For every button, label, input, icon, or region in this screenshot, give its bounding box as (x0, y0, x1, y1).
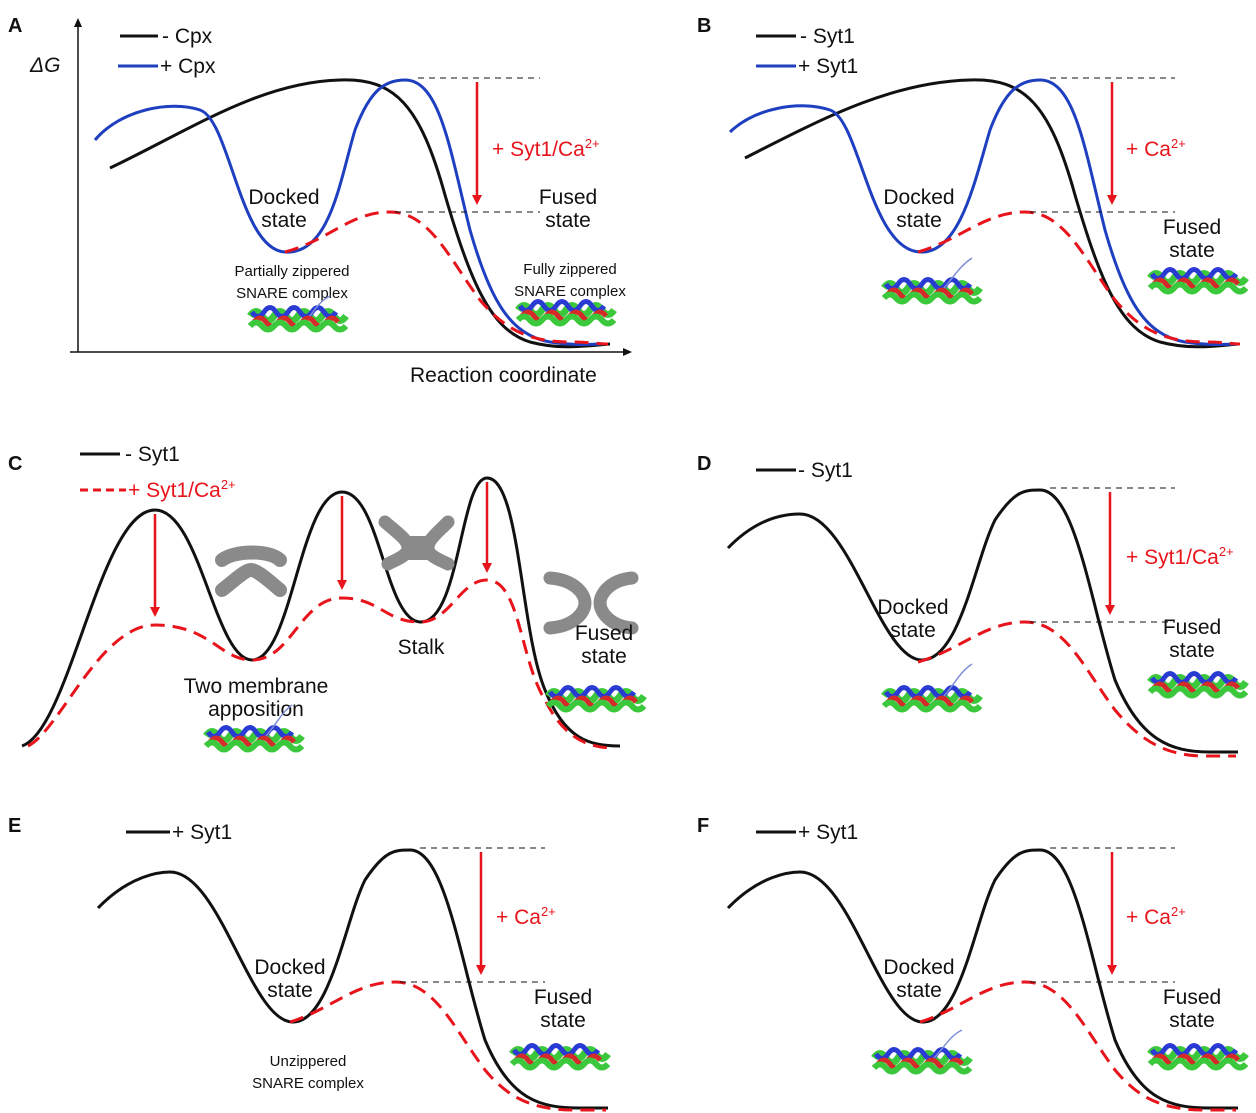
panel-a: A ΔG Reaction coordinate - Cpx + Cpx + S… (8, 15, 632, 387)
docked-state-label-2: state (267, 979, 313, 1002)
snare-tail-icon (265, 704, 293, 737)
curve-plus-syt1-ca (284, 210, 609, 346)
fused-state-label-2: state (540, 1009, 586, 1032)
snare-full-icon (548, 688, 644, 710)
panel-f: F + Syt1 + Ca2+ Docked state Fused state (697, 815, 1246, 1112)
panel-d-letter: D (697, 453, 711, 475)
stalk-label: Stalk (398, 636, 445, 659)
legend-label-minus-cpx: - Cpx (162, 25, 213, 48)
snare-full-icon (1150, 270, 1246, 292)
snare-partial-icon (206, 728, 302, 750)
legend-label-plus-syt1: + Syt1 (172, 821, 232, 844)
fused-state-label-2: state (1169, 239, 1215, 262)
legend-label-plus-cpx: + Cpx (160, 55, 216, 78)
snare-partial-label-2: SNARE complex (236, 285, 348, 302)
snare-tail-icon (943, 257, 973, 289)
panel-f-letter: F (697, 815, 709, 837)
curve-plus-cpx (93, 78, 606, 346)
membrane-fused-icon (543, 571, 639, 635)
curve-minus-syt1 (726, 488, 1238, 754)
curve-plus-syt1 (728, 78, 1241, 346)
legend-label-minus-syt1: - Syt1 (800, 25, 855, 48)
curve-minus-syt1 (21, 476, 621, 748)
drop-label: + Syt1/Ca2+ (492, 136, 600, 161)
drop-label: + Ca2+ (1126, 904, 1186, 929)
fused-state-label-1: Fused (1163, 616, 1221, 639)
curve-plus-ca (289, 980, 606, 1112)
fused-state-label-1: Fused (1163, 216, 1221, 239)
curve-plus-syt1-ca (917, 620, 1236, 758)
drop-label: + Syt1/Ca2+ (1126, 544, 1234, 569)
fused-state-label-2: state (1169, 1009, 1215, 1032)
docked-state-label-1: Docked (883, 956, 954, 979)
drop-label: + Ca2+ (1126, 136, 1186, 161)
snare-tail-icon (943, 663, 973, 697)
panel-d: D - Syt1 + Syt1/Ca2+ Docked state Fused … (697, 453, 1246, 758)
y-axis-label: ΔG (29, 54, 60, 77)
fused-state-label-1: Fused (1163, 986, 1221, 1009)
snare-partial-icon (884, 280, 980, 302)
legend-label-minus-syt1: - Syt1 (798, 459, 853, 482)
snare-unzipped-label-1: Unzippered (270, 1053, 347, 1070)
membrane-stalk-icon (378, 515, 455, 571)
panel-e: E + Syt1 + Ca2+ Docked state Fused state… (8, 815, 608, 1112)
panel-e-letter: E (8, 815, 21, 837)
snare-full-label-1: Fully zippered (523, 261, 616, 278)
fused-state-label-1: Fused (534, 986, 592, 1009)
panel-b-letter: B (697, 15, 711, 37)
snare-partial-label-1: Partially zippered (234, 263, 349, 280)
snare-tail-icon (309, 295, 331, 317)
fused-state-label-2: state (581, 645, 627, 668)
snare-partial-icon (874, 1050, 970, 1072)
fused-state-label-1: Fused (539, 186, 597, 209)
membrane-apposition-icon (215, 545, 287, 597)
legend-label-minus-syt1: - Syt1 (125, 443, 180, 466)
x-axis-label: Reaction coordinate (410, 364, 597, 387)
curve-minus-syt1 (744, 78, 1239, 349)
snare-tail-icon (933, 1029, 963, 1059)
curve-plus-syt1 (726, 848, 1238, 1110)
panel-a-letter: A (8, 15, 22, 37)
fused-state-label-2: state (1169, 639, 1215, 662)
fused-state-label-1: Fused (575, 622, 633, 645)
curve-plus-ca (917, 210, 1241, 346)
docked-state-label-2: state (896, 209, 942, 232)
docked-state-label-1: Docked (248, 186, 319, 209)
docked-state-label-1: Docked (877, 596, 948, 619)
docked-state-label-2: state (890, 619, 936, 642)
apposition-label-1: Two membrane (184, 675, 329, 698)
snare-full-icon (518, 302, 614, 324)
snare-partial-icon (250, 308, 346, 330)
legend-label-plus-syt1-ca: + Syt1/Ca2+ (128, 477, 236, 502)
drop-label: + Ca2+ (496, 904, 556, 929)
panel-c: C - Syt1 + Syt1/Ca2+ Two membrane apposi… (8, 443, 644, 750)
snare-partial-icon (884, 688, 980, 710)
curve-plus-syt1-ca (27, 578, 616, 750)
docked-state-label-2: state (261, 209, 307, 232)
snare-full-icon (1150, 1046, 1246, 1068)
legend-label-plus-syt1: + Syt1 (798, 821, 858, 844)
snare-full-label-2: SNARE complex (514, 283, 626, 300)
panel-c-letter: C (8, 453, 22, 475)
fused-state-label-2: state (545, 209, 591, 232)
snare-full-icon (512, 1046, 608, 1068)
snare-full-icon (1150, 674, 1246, 696)
docked-state-label-1: Docked (883, 186, 954, 209)
curve-plus-ca (919, 980, 1236, 1112)
docked-state-label-1: Docked (254, 956, 325, 979)
legend-label-plus-syt1: + Syt1 (798, 55, 858, 78)
panel-b: B - Syt1 + Syt1 + Ca2+ Docked state Fuse… (697, 15, 1246, 349)
apposition-label-2: apposition (208, 698, 304, 721)
curve-minus-cpx (109, 78, 611, 349)
snare-unzipped-label-2: SNARE complex (252, 1075, 364, 1092)
curve-plus-syt1 (96, 848, 608, 1110)
docked-state-label-2: state (896, 979, 942, 1002)
